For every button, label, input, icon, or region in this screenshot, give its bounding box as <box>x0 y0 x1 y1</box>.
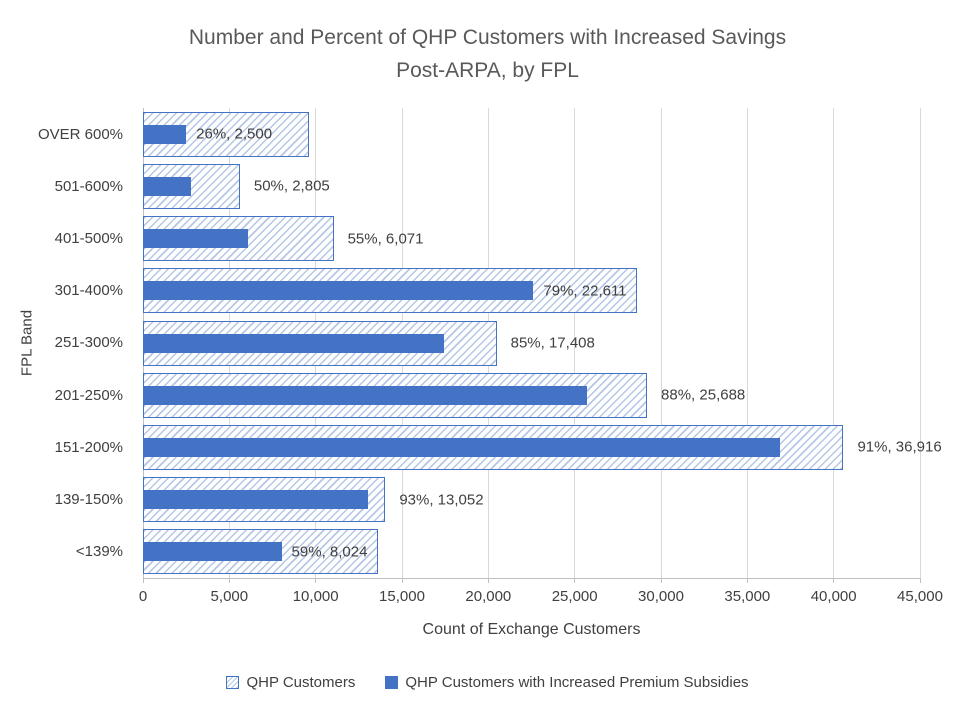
x-tick-label: 15,000 <box>379 588 425 605</box>
category-axis-line <box>143 578 921 579</box>
category-label: <139% <box>75 543 123 561</box>
axis-tick-mark <box>574 579 576 583</box>
axis-tick-mark <box>142 579 144 583</box>
x-tick-label: 25,000 <box>551 588 598 605</box>
category-label: 301-400% <box>54 282 123 300</box>
axis-tick-mark <box>315 579 317 583</box>
data-label: 85%, 17,408 <box>510 334 595 352</box>
category-label: 501-600% <box>54 177 123 195</box>
data-label: 59%, 8,024 <box>291 543 368 561</box>
data-label: 79%, 22,611 <box>543 282 627 300</box>
axis-tick-mark <box>401 579 403 583</box>
chart-title: Number and Percent of QHP Customers with… <box>0 21 975 87</box>
legend: QHP Customers QHP Customers with Increas… <box>0 674 975 691</box>
axis-tick-mark <box>833 579 835 583</box>
gridline <box>660 108 662 578</box>
category-label: 401-500% <box>54 230 123 248</box>
bar-increased-subsidies <box>143 490 369 510</box>
axis-tick-mark <box>919 579 921 583</box>
chart-title-line-2: Post-ARPA, by FPL <box>396 59 579 82</box>
x-tick-label: 45,000 <box>897 588 943 605</box>
category-label: 139-150% <box>54 491 123 509</box>
bar-increased-subsidies <box>143 542 282 562</box>
legend-swatch-hatched-icon <box>226 676 240 689</box>
data-label: 50%, 2,805 <box>253 177 330 195</box>
category-axis: OVER 600% 501-600% 401-500% 301-400% 251-300… <box>0 108 133 578</box>
data-label: 93%, 13,052 <box>399 491 484 509</box>
bar-increased-subsidies <box>143 281 534 301</box>
legend-item-qhp-customers: QHP Customers <box>226 674 355 691</box>
data-label: 26%, 2,500 <box>196 125 273 143</box>
x-tick-label: 5,000 <box>210 588 249 605</box>
bar-increased-subsidies <box>143 333 444 353</box>
x-tick-label: 30,000 <box>638 588 684 605</box>
gridline <box>833 108 835 578</box>
legend-swatch-solid-icon <box>385 676 399 689</box>
legend-label-subsidized: QHP Customers with Increased Premium Sub… <box>405 674 749 691</box>
x-tick-label: 10,000 <box>292 588 339 605</box>
plot-area: 26%, 2,500 50%, 2,805 55%, 6,071 79%, 22,61… <box>142 108 942 578</box>
data-label: 55%, 6,071 <box>347 230 424 248</box>
x-axis-title: Count of Exchange Customers <box>422 621 641 638</box>
category-label: 151-200% <box>54 438 123 456</box>
axis-tick-mark <box>660 579 662 583</box>
category-label: 251-300% <box>54 334 123 352</box>
gridline <box>919 108 921 578</box>
x-tick-label: 20,000 <box>465 588 512 605</box>
legend-item-subsidized: QHP Customers with Increased Premium Sub… <box>385 674 749 691</box>
bar-increased-subsidies <box>143 229 248 249</box>
gridline <box>574 108 576 578</box>
bar-increased-subsidies <box>143 437 781 457</box>
axis-tick-mark <box>746 579 748 583</box>
axis-tick-mark <box>228 579 230 583</box>
x-tick-label: 40,000 <box>810 588 857 605</box>
category-label: OVER 600% <box>37 125 123 143</box>
x-tick-label: 0 <box>138 588 148 605</box>
bar-increased-subsidies <box>143 176 192 196</box>
chart-title-line-1: Number and Percent of QHP Customers with… <box>188 26 787 49</box>
x-tick-label: 35,000 <box>724 588 771 605</box>
legend-label-qhp-customers: QHP Customers <box>246 674 356 691</box>
axis-tick-mark <box>487 579 489 583</box>
bar-increased-subsidies <box>143 124 187 144</box>
data-label: 91%, 36,916 <box>857 438 942 456</box>
gridline <box>746 108 748 578</box>
category-label: 201-250% <box>54 386 123 404</box>
data-label: 88%, 25,688 <box>661 386 746 404</box>
bar-increased-subsidies <box>143 385 587 405</box>
